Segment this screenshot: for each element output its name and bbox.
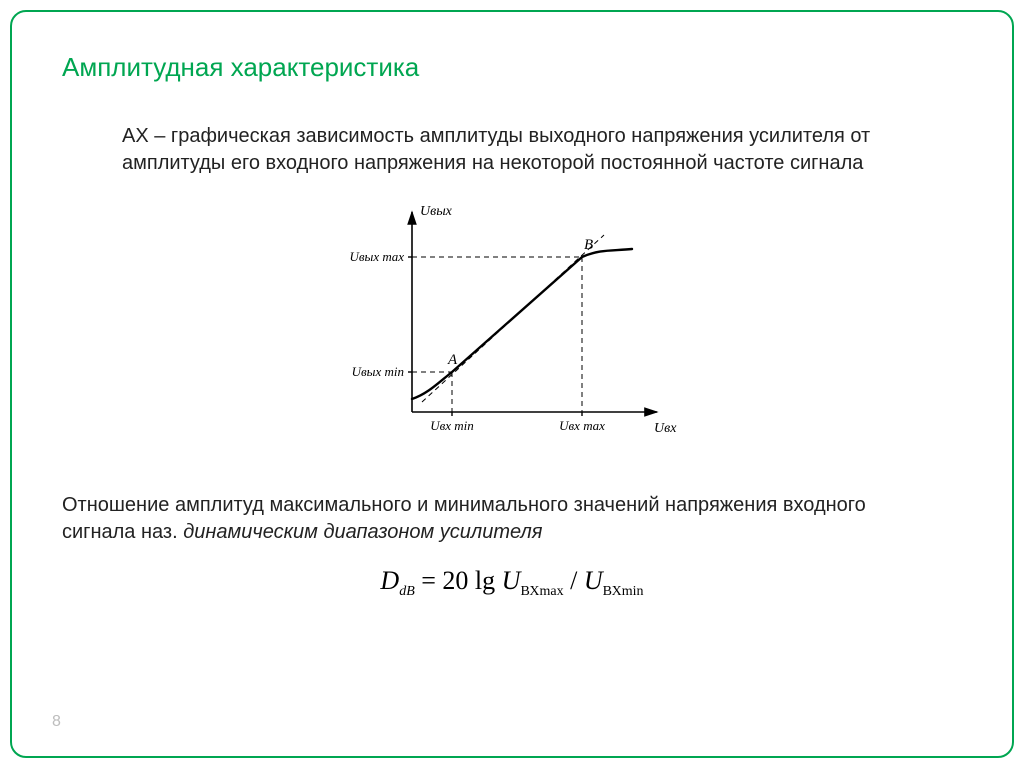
chart-container: Uвых Uвх А В Uвых max Uвых min Uвх min Uвх max — [62, 197, 962, 462]
slide-title: Амплитудная характеристика — [62, 52, 962, 83]
formula-BX2: ВХmin — [603, 584, 644, 599]
formula-U2: U — [584, 566, 603, 595]
explain-italic: динамическим диапазоном усилителя — [183, 521, 542, 543]
formula-dB: dB — [399, 584, 415, 599]
svg-text:А: А — [447, 352, 458, 368]
svg-text:В: В — [584, 237, 593, 253]
formula-D: D — [380, 566, 399, 595]
svg-text:Uвых min: Uвых min — [352, 364, 404, 379]
svg-text:Uвх max: Uвх max — [559, 418, 605, 433]
formula-eq: = 20 lg — [415, 566, 495, 595]
svg-text:Uвых: Uвых — [420, 204, 453, 219]
formula-U1: U — [502, 566, 521, 595]
formula-BX1: ВХmax — [520, 584, 563, 599]
explanation-text: Отношение амплитуд максимального и миним… — [62, 492, 922, 546]
definition-text: АХ – графическая зависимость амплитуды в… — [122, 123, 922, 177]
svg-text:Uвх: Uвх — [654, 421, 677, 436]
slide: Амплитудная характеристика АХ – графичес… — [0, 0, 1024, 768]
formula: DdB = 20 lg UВХmax / UВХmin — [62, 566, 962, 600]
amplitude-chart: Uвых Uвх А В Uвых max Uвых min Uвх min Uвх max — [342, 197, 682, 457]
formula-slash: / — [564, 566, 584, 595]
slide-frame: Амплитудная характеристика АХ – графичес… — [10, 10, 1014, 758]
page-number: 8 — [52, 713, 61, 731]
svg-text:Uвх min: Uвх min — [430, 418, 474, 433]
svg-text:Uвых max: Uвых max — [349, 249, 404, 264]
